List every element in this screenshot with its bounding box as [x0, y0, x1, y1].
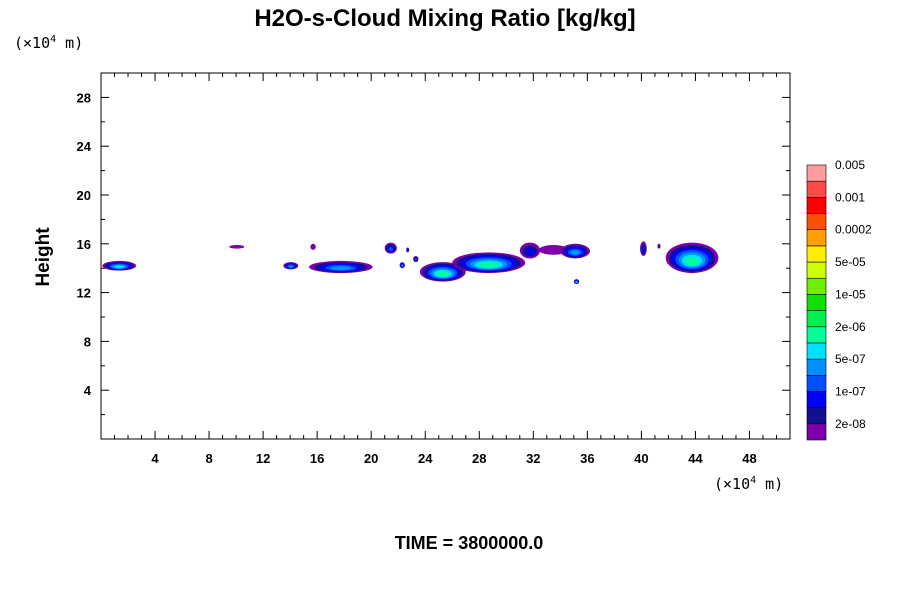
colorbar-swatch — [806, 213, 827, 231]
colorbar-swatch — [806, 180, 827, 198]
cloud-feature — [399, 262, 405, 269]
cloud-feature — [229, 245, 245, 249]
y-tick-label: 24 — [77, 139, 92, 154]
cloud-contour — [229, 245, 245, 249]
y-tick-label: 20 — [77, 188, 91, 203]
cloud-contour — [658, 245, 660, 248]
x-tick-label: 4 — [151, 451, 159, 466]
cloud-contour — [414, 258, 417, 261]
cloud-contour — [436, 271, 450, 277]
cloud-contour — [478, 262, 499, 268]
colorbar-label: 5e-05 — [835, 255, 866, 269]
cloud-feature — [413, 255, 419, 263]
colorbar-labels: 2e-08 1e-07 5e-07 2e-06 1e-05 5e-05 0.0002 0.00… — [835, 158, 872, 431]
cloud-contour — [684, 257, 700, 266]
colorbar-swatch — [806, 374, 827, 392]
cloud-feature — [560, 243, 591, 259]
svg-text:(×104 m): (×104 m) — [14, 34, 83, 52]
colorbar-swatch — [806, 423, 827, 441]
colorbar-swatch — [806, 358, 827, 376]
cloud-contour — [525, 248, 535, 256]
colorbar-swatch — [806, 164, 827, 182]
cloud-contour — [388, 247, 393, 252]
y-unit-label: (×104 m) — [14, 34, 83, 52]
colorbar-swatch — [806, 277, 827, 295]
x-tick-label: 24 — [418, 451, 433, 466]
x-tick-label: 20 — [364, 451, 378, 466]
cloud-feature — [419, 262, 466, 282]
colorbar-label: 1e-07 — [835, 384, 866, 398]
x-tick-label: 44 — [688, 451, 703, 466]
cloud-feature — [452, 252, 526, 274]
x-tick-label: 32 — [526, 451, 540, 466]
cloud-feature — [384, 242, 397, 254]
axis-ticks — [101, 73, 790, 439]
colorbar-swatch — [806, 294, 827, 311]
colorbar-swatch — [806, 310, 827, 328]
cloud-feature — [309, 260, 373, 274]
colorbar-swatch — [806, 391, 827, 408]
colorbar-label: 2e-08 — [835, 417, 866, 431]
colorbar-label: 5e-07 — [835, 352, 866, 366]
x-tick-label: 8 — [205, 451, 212, 466]
cloud-feature — [657, 243, 661, 249]
y-tick-label: 28 — [77, 90, 91, 105]
colorbar-swatch — [806, 326, 827, 344]
cloud-contour — [288, 265, 294, 268]
cloud-contour — [114, 265, 125, 269]
x-unit-label: (×104 m) — [714, 475, 783, 493]
cloud-contour — [310, 243, 316, 250]
cloud-contour — [570, 250, 580, 255]
y-tick-label: 4 — [84, 383, 92, 398]
cloud-contour — [641, 246, 645, 254]
colorbar-label: 0.001 — [835, 190, 865, 204]
colorbar-swatch — [806, 407, 827, 425]
cloud-contour — [575, 281, 578, 283]
cloud-feature — [102, 260, 137, 271]
cloud-feature — [406, 247, 410, 253]
cloud-features — [102, 241, 719, 285]
x-tick-label: 40 — [634, 451, 648, 466]
y-tick-label: 12 — [77, 286, 91, 301]
cloud-feature — [573, 279, 580, 285]
x-tick-label: 36 — [580, 451, 594, 466]
y-tick-label: 16 — [77, 237, 91, 252]
colorbar-swatch — [806, 342, 827, 360]
cloud-feature — [665, 242, 719, 274]
colorbar-label: 0.005 — [835, 158, 865, 172]
cloud-feature — [310, 243, 316, 250]
colorbar-swatch — [806, 229, 827, 247]
x-tick-label: 16 — [310, 451, 324, 466]
cloud-feature — [283, 262, 299, 270]
x-tick-label: 12 — [256, 451, 270, 466]
time-label: TIME = 3800000.0 — [395, 533, 544, 553]
colorbar-swatch — [806, 245, 827, 263]
x-tick-label: 48 — [742, 451, 756, 466]
colorbar-swatch — [806, 261, 827, 279]
cloud-contour — [401, 264, 404, 267]
y-axis-label: Height — [33, 227, 54, 287]
colorbar — [806, 164, 827, 441]
colorbar-label: 2e-06 — [835, 320, 866, 334]
chart-title: H2O-s-Cloud Mixing Ratio [kg/kg] — [254, 5, 635, 32]
colorbar-label: 0.0002 — [835, 223, 872, 237]
cloud-feature — [640, 241, 647, 256]
cloud-feature — [519, 242, 541, 259]
colorbar-label: 1e-05 — [835, 287, 866, 301]
cloud-contour — [330, 266, 351, 271]
svg-text:(×104 m): (×104 m) — [714, 475, 783, 493]
x-tick-label: 28 — [472, 451, 486, 466]
cloud-contour — [407, 249, 409, 252]
y-tick-label: 8 — [84, 334, 91, 349]
colorbar-swatch — [806, 197, 827, 214]
